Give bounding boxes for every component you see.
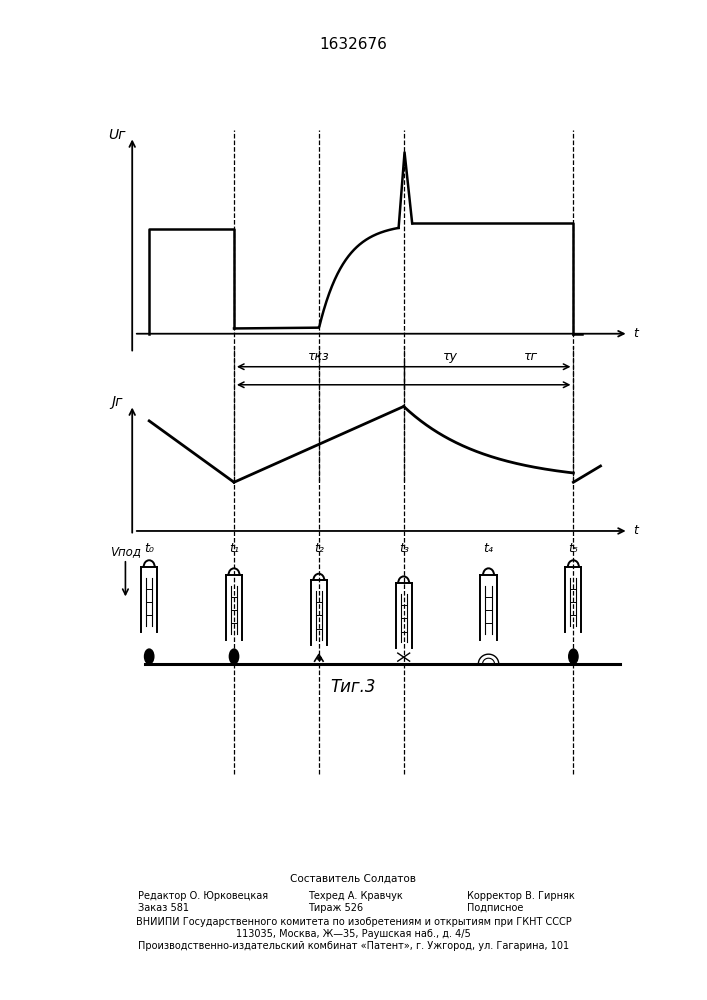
Text: t₃: t₃ [399, 542, 409, 555]
Text: Подписное: Подписное [467, 903, 523, 913]
Text: Корректор В. Гирняк: Корректор В. Гирняк [467, 891, 574, 901]
Circle shape [144, 649, 154, 664]
Text: t₂: t₂ [314, 542, 324, 555]
Text: t: t [633, 524, 638, 537]
Text: 113035, Москва, Ж—35, Раушская наб., д. 4/5: 113035, Москва, Ж—35, Раушская наб., д. … [236, 929, 471, 939]
Text: 1632676: 1632676 [320, 37, 387, 52]
Text: Производственно-издательский комбинат «Патент», г. Ужгород, ул. Гагарина, 101: Производственно-издательский комбинат «П… [138, 941, 569, 951]
Text: t₁: t₁ [229, 542, 239, 555]
Text: Vпод: Vпод [110, 545, 141, 558]
Text: Редактор О. Юрковецкая: Редактор О. Юрковецкая [138, 891, 268, 901]
Text: Тираж 526: Тираж 526 [308, 903, 363, 913]
Text: t₄: t₄ [484, 542, 493, 555]
Text: Техред А. Кравчук: Техред А. Кравчук [308, 891, 402, 901]
Circle shape [568, 649, 578, 664]
Text: τу: τу [443, 350, 458, 363]
Text: τкз: τкз [308, 350, 329, 363]
Text: τг: τг [524, 350, 538, 363]
Text: Τиг.3: Τиг.3 [331, 678, 376, 696]
Text: t: t [633, 327, 638, 340]
Text: t₀: t₀ [144, 542, 154, 555]
Text: Jг: Jг [111, 395, 122, 409]
Text: ВНИИПИ Государственного комитета по изобретениям и открытиям при ГКНТ СССР: ВНИИПИ Государственного комитета по изоб… [136, 917, 571, 927]
Text: Составитель Солдатов: Составитель Солдатов [291, 874, 416, 884]
Text: Uг: Uг [108, 128, 126, 142]
Circle shape [229, 649, 239, 664]
Text: Заказ 581: Заказ 581 [138, 903, 189, 913]
Text: t₅: t₅ [568, 542, 578, 555]
